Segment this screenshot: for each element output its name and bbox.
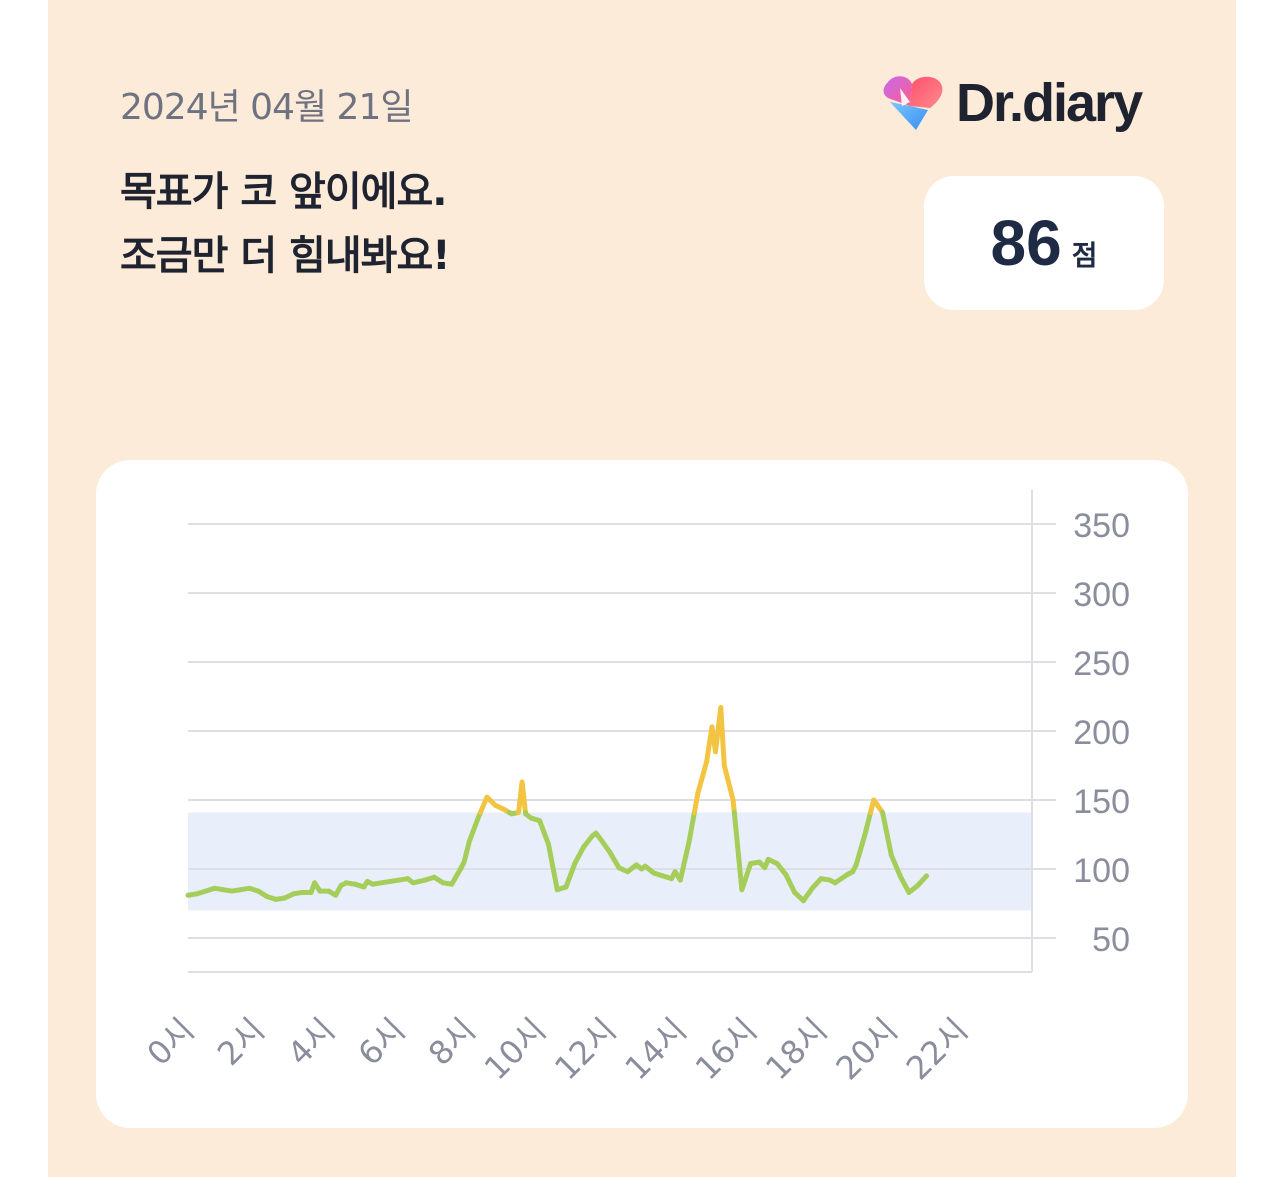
glucose-line-segment [607,849,622,871]
logo-text: Dr.diary [956,73,1143,133]
y-tick-label: 250 [1073,645,1130,683]
x-tick-label: 10시 [477,1011,553,1087]
glucose-line-segment [572,844,587,866]
motivation-message: 목표가 코 앞이에요. 조금만 더 힘내봐요! [120,160,450,288]
glucose-line-segment [915,873,929,889]
glucose-line-segment [545,841,560,893]
x-tick-label: 16시 [688,1011,764,1087]
glucose-line-segment [695,758,710,796]
x-tick-label: 2시 [210,1011,272,1073]
glucose-line-segment [897,873,912,895]
glucose-line-segment [449,866,464,887]
x-tick-label: 0시 [140,1011,202,1073]
x-tick-label: 12시 [547,1011,623,1087]
glucose-chart-card: 50 100 150 200 250 300 350 0시 2시 4시 6시 8시 10시 12시 14시 1… [96,460,1188,1128]
score-unit: 점 [1071,239,1098,272]
heart-logo-icon [883,76,943,130]
glucose-line-segment [519,779,528,815]
glucose-line-segment [721,763,736,803]
glucose-line-segment [686,809,697,844]
glucose-line-segment [871,797,886,815]
glucose-line-segment [800,885,815,904]
y-tick-label: 50 [1092,921,1130,959]
y-tick-label: 350 [1073,507,1130,545]
glucose-line-segment [783,872,798,895]
x-tick-label: 8시 [421,1011,483,1073]
glucose-line-segment [461,838,472,865]
glucose-summary-card: 2024년 04월 21일 목표가 코 앞이에요. 조금만 더 힘내봐요! [48,0,1236,1177]
glucose-line-segment [677,838,692,883]
target-range-band [188,812,1032,911]
y-tick-label: 100 [1073,852,1130,890]
y-tick-label: 150 [1073,783,1130,821]
glucose-line-segment [537,818,551,847]
x-tick-label: 20시 [829,1011,905,1087]
x-tick-label: 6시 [351,1011,413,1073]
message-line-2: 조금만 더 힘내봐요! [120,233,450,279]
glucose-line-segment [739,860,754,893]
glucose-line-segment [731,809,745,893]
x-tick-label: 4시 [280,1011,342,1073]
x-tick-label: 18시 [758,1011,834,1087]
glucose-line-segment [466,815,481,844]
x-tick-label: 22시 [899,1011,975,1087]
y-tick-label: 200 [1073,714,1130,752]
y-tick-label: 300 [1073,576,1130,614]
glucose-line-segment [477,794,490,815]
glucose-line-segment [598,837,613,855]
glucose-line-segment [862,809,874,837]
score-badge: 86 점 [924,176,1164,310]
score-value: 86 [990,207,1062,279]
date-label: 2024년 04월 21일 [120,87,413,128]
glucose-line-segment [853,832,868,868]
glucose-line-segment [718,705,727,768]
glucose-line-segment [563,860,578,890]
glucose-line-segment [880,809,894,858]
glucose-line-segment [888,852,903,879]
message-line-1: 목표가 코 앞이에요. [120,169,447,215]
glucose-line-segment [691,790,701,815]
dr-diary-logo: Dr.diary [880,70,1143,136]
x-tick-label: 14시 [618,1011,694,1087]
